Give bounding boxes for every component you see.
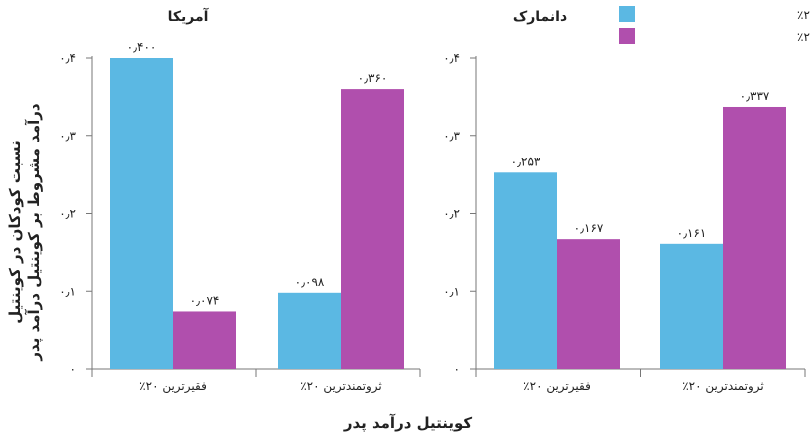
x-axis-title: کوینتیل درآمد پدر xyxy=(343,414,473,433)
panel-2-bar-richest xyxy=(557,239,620,369)
panel-2-data-label: ۰٫۱۶۱ xyxy=(677,226,707,240)
panel-1-y-tick-label: ۰ xyxy=(70,362,76,376)
legend-label-richest: کودکان در ثروتمندترین ۲۰٪ xyxy=(797,30,810,45)
panel-1-bar-richest xyxy=(173,311,236,369)
chart-panels: آمریکا ۰ ۰٫۱ ۰٫۲ ۰٫۳ ۰٫۴ ۰٫۴۰۰ ۰٫۰۷۴ فقیرترین ۲۰… xyxy=(59,7,806,394)
panel-1-bar-poorest xyxy=(110,58,173,369)
panel-1-y-tick-label: ۰٫۱ xyxy=(59,284,76,298)
panel-1-data-label: ۰٫۴۰۰ xyxy=(127,40,157,54)
panel-1-y-tick-label: ۰٫۳ xyxy=(59,129,76,143)
panel-1-category-label: ثروتمندترین ۲۰٪ xyxy=(300,379,382,394)
panel-1-data-label: ۰٫۰۹۸ xyxy=(295,275,325,289)
panel-1-bar-poorest xyxy=(278,292,341,369)
panel-2-y-tick-label: ۰٫۳ xyxy=(443,129,460,143)
panel-2-bar-poorest xyxy=(660,243,723,369)
panel-2-data-label: ۰٫۲۵۳ xyxy=(511,154,541,168)
legend-swatch-poorest xyxy=(619,6,635,22)
legend: کودکان در فقیرترین ۲۰٪ کودکان در ثروتمند… xyxy=(619,6,810,45)
panel-2-bar-richest xyxy=(723,106,786,370)
legend-swatch-richest xyxy=(619,28,635,44)
y-axis-title-line-1: نسبت کودکان در کوینتیل xyxy=(6,140,24,323)
panel-1-y-tick-label: ۰٫۲ xyxy=(59,207,76,221)
panel-2-y-tick-label: ۰٫۱ xyxy=(443,284,460,298)
panel-2-bar-poorest xyxy=(494,172,557,369)
panel-2-y-tick-label: ۰٫۴ xyxy=(443,51,460,65)
panel-2-category-label: فقیرترین ۲۰٪ xyxy=(523,379,591,394)
panel-1-title: آمریکا xyxy=(168,7,210,25)
panel-2-y-tick-label: ۰٫۲ xyxy=(443,207,460,221)
panel-2-y-tick-label: ۰ xyxy=(454,362,460,376)
panel-2-title: دانمارک xyxy=(513,9,567,25)
panel-1-y-tick-label: ۰٫۴ xyxy=(59,51,76,65)
panel-2-category-label: ثروتمندترین ۲۰٪ xyxy=(682,379,764,394)
panel-1-category-label: فقیرترین ۲۰٪ xyxy=(139,379,207,394)
legend-label-poorest: کودکان در فقیرترین ۲۰٪ xyxy=(797,8,810,23)
panel-1-data-label: ۰٫۰۷۴ xyxy=(190,293,220,307)
panel-1-data-label: ۰٫۳۶۰ xyxy=(358,71,388,85)
panel-2-data-label: ۰٫۱۶۷ xyxy=(574,221,604,235)
panel-1-bar-richest xyxy=(341,89,404,369)
y-axis-title-line-2: درآمد مشروط بر کوینتیل درآمد پدر xyxy=(25,103,44,361)
panel-2-data-label: ۰٫۳۳۷ xyxy=(740,89,770,103)
